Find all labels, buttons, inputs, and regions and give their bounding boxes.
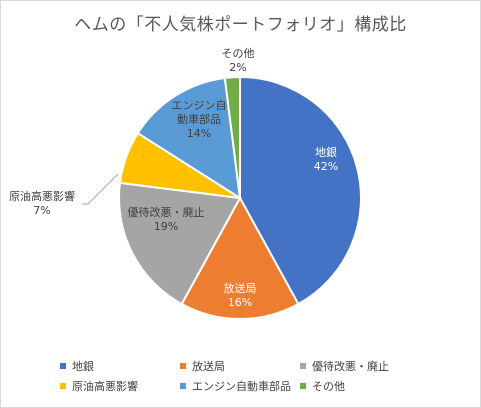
legend-label: その他 (312, 380, 345, 393)
legend-swatch (60, 383, 66, 389)
legend-label: 地銀 (72, 360, 94, 373)
legend-swatch (180, 383, 186, 389)
legend-swatch (300, 363, 306, 369)
slice-category-label-4: 動車部品 (177, 112, 221, 126)
slice-value-label-4: 14% (187, 127, 211, 140)
slice-category-label-0: 地銀 (315, 145, 337, 159)
pie-slice-2 (118, 181, 242, 306)
slice-category-label-4: エンジン自 (172, 99, 227, 112)
legend-label: 優待改悪・廃止 (312, 360, 389, 373)
legend-item-0: 地銀 (60, 358, 94, 374)
legend-item-4: エンジン自動車部品 (180, 378, 291, 394)
pie-slice-4 (136, 76, 242, 200)
slice-value-label-5: 2% (229, 61, 246, 74)
legend-label: エンジン自動車部品 (192, 380, 291, 393)
legend-swatch (300, 383, 306, 389)
legend-item-2: 優待改悪・廃止 (300, 358, 389, 374)
pie-slice-0 (239, 75, 362, 306)
slice-category-label-1: 放送局 (224, 281, 257, 295)
slice-category-label-2: 優待改悪・廃止 (128, 205, 205, 219)
slice-value-label-0: 42% (314, 160, 338, 173)
chart-title: ヘムの「不人気株ポートフォリオ」構成比 (74, 15, 407, 35)
slice-category-label-3: 原油高悪影響 (9, 189, 75, 203)
slice-value-label-2: 19% (154, 220, 178, 233)
legend-item-3: 原油高悪影響 (60, 378, 138, 394)
slice-value-label-3: 7% (33, 204, 50, 217)
leader-line (82, 173, 119, 205)
legend-label: 原油高悪影響 (72, 380, 138, 393)
legend-swatch (180, 363, 186, 369)
slice-value-label-1: 16% (228, 296, 252, 309)
slice-category-label-5: その他 (222, 47, 255, 60)
legend-swatch (60, 363, 66, 369)
pie-slice-5 (223, 75, 241, 199)
legend-label: 放送局 (192, 360, 225, 373)
legend-item-5: その他 (300, 378, 345, 394)
legend-item-1: 放送局 (180, 358, 225, 374)
pie-slice-1 (180, 195, 300, 320)
